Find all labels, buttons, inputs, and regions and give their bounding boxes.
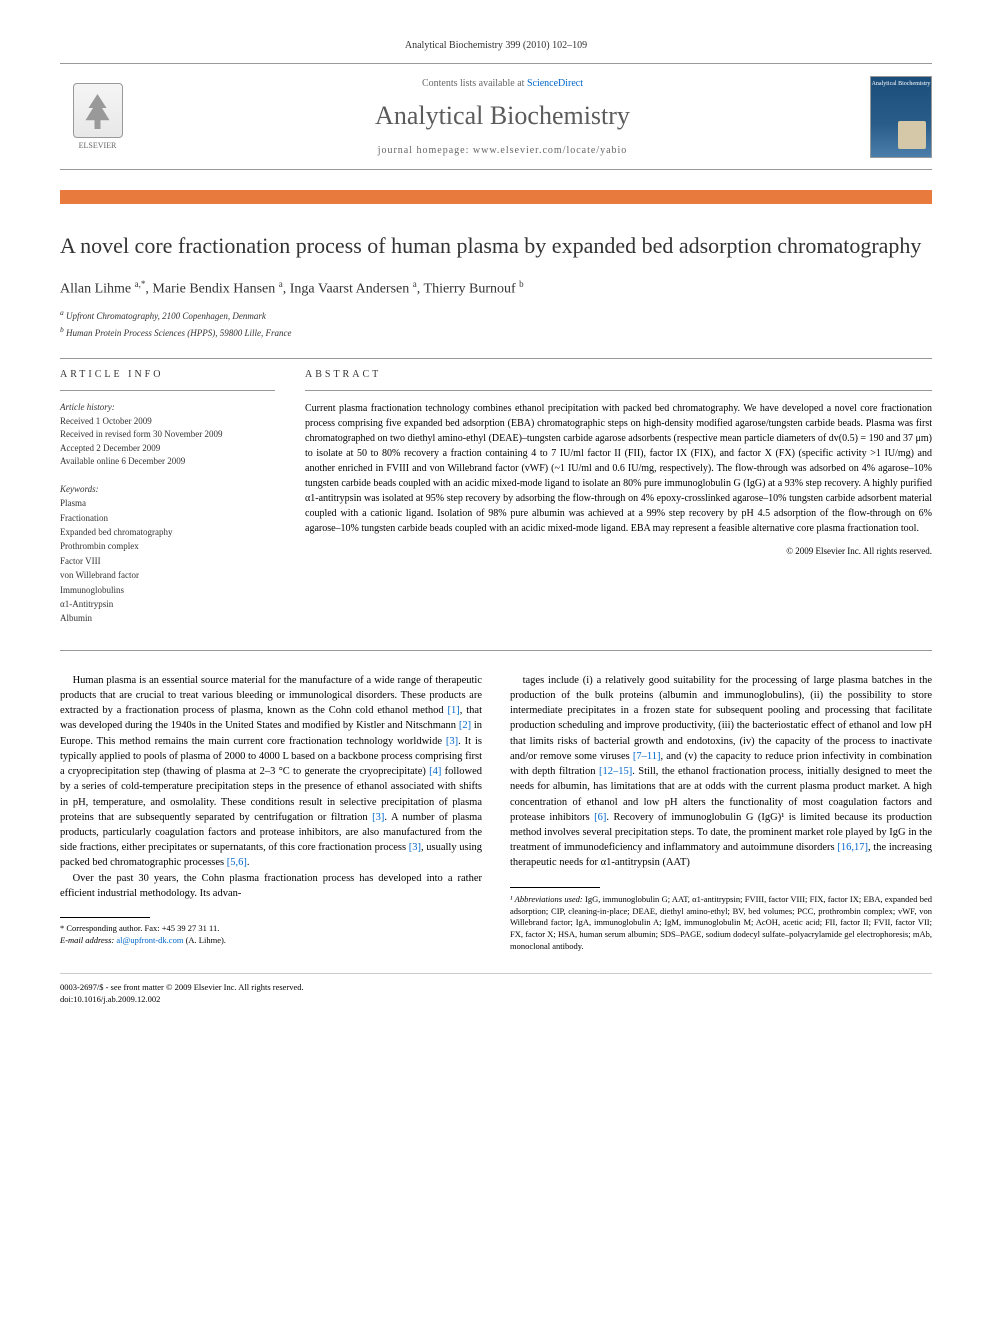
- journal-reference: Analytical Biochemistry 399 (2010) 102–1…: [60, 40, 932, 51]
- sciencedirect-link[interactable]: ScienceDirect: [527, 78, 583, 89]
- abstract-column: ABSTRACT Current plasma fractionation te…: [305, 369, 932, 640]
- abstract-heading: ABSTRACT: [305, 369, 932, 380]
- cover-title: Analytical Biochemistry: [871, 77, 931, 87]
- abbrev-label: ¹ Abbreviations used:: [510, 894, 583, 904]
- homepage-url[interactable]: www.elsevier.com/locate/yabio: [473, 145, 627, 156]
- body-column-left: Human plasma is an essential source mate…: [60, 673, 482, 953]
- abstract-text: Current plasma fractionation technology …: [305, 401, 932, 536]
- footnote-divider-left: [60, 917, 150, 918]
- email-link[interactable]: al@upfront-dk.com: [116, 935, 183, 945]
- body-p3: tages include (i) a relatively good suit…: [510, 673, 932, 871]
- divider-bottom: [60, 650, 932, 651]
- email-label: E-mail address:: [60, 935, 114, 945]
- issn-doi-block: 0003-2697/$ - see front matter © 2009 El…: [60, 982, 304, 1006]
- bottom-bar: 0003-2697/$ - see front matter © 2009 El…: [60, 973, 932, 1006]
- article-title: A novel core fractionation process of hu…: [60, 232, 932, 261]
- doi-line: doi:10.1016/j.ab.2009.12.002: [60, 994, 304, 1006]
- issn-line: 0003-2697/$ - see front matter © 2009 El…: [60, 982, 304, 994]
- email-author: (A. Lihme).: [186, 935, 226, 945]
- info-abstract-row: ARTICLE INFO Article history: Received 1…: [60, 369, 932, 640]
- elsevier-tree-icon: [73, 83, 123, 138]
- article-history: Article history: Received 1 October 2009…: [60, 401, 275, 469]
- footnote-divider-right: [510, 887, 600, 888]
- keywords-block: Keywords: PlasmaFractionationExpanded be…: [60, 483, 275, 626]
- divider-top: [60, 358, 932, 359]
- copyright-line: © 2009 Elsevier Inc. All rights reserved…: [305, 546, 932, 556]
- journal-name: Analytical Biochemistry: [135, 101, 870, 131]
- article-info-heading: ARTICLE INFO: [60, 369, 275, 380]
- body-columns: Human plasma is an essential source mate…: [60, 673, 932, 953]
- contents-text: Contents lists available at: [422, 78, 527, 89]
- header-center: Contents lists available at ScienceDirec…: [135, 78, 870, 156]
- body-p1: Human plasma is an essential source mate…: [60, 673, 482, 871]
- homepage-label: journal homepage:: [378, 145, 473, 156]
- info-divider: [60, 390, 275, 391]
- corresponding-author-footnote: * Corresponding author. Fax: +45 39 27 3…: [60, 923, 482, 947]
- history-label: Article history:: [60, 401, 275, 415]
- elsevier-label: ELSEVIER: [79, 141, 117, 150]
- journal-cover-thumbnail: Analytical Biochemistry: [870, 76, 932, 158]
- body-p2: Over the past 30 years, the Cohn plasma …: [60, 871, 482, 901]
- article-info-column: ARTICLE INFO Article history: Received 1…: [60, 369, 275, 640]
- elsevier-logo: ELSEVIER: [60, 74, 135, 159]
- affiliations: a Upfront Chromatography, 2100 Copenhage…: [60, 307, 932, 340]
- journal-header-box: ELSEVIER Contents lists available at Sci…: [60, 63, 932, 170]
- keywords-label: Keywords:: [60, 483, 275, 497]
- orange-divider-bar: [60, 190, 932, 204]
- body-column-right: tages include (i) a relatively good suit…: [510, 673, 932, 953]
- cover-image-icon: [898, 121, 926, 149]
- abbreviations-footnote: ¹ Abbreviations used: IgG, immunoglobuli…: [510, 894, 932, 953]
- contents-available-line: Contents lists available at ScienceDirec…: [135, 78, 870, 89]
- authors-line: Allan Lihme a,*, Marie Bendix Hansen a, …: [60, 279, 932, 298]
- corresponding-label: * Corresponding author. Fax: +45 39 27 3…: [60, 923, 219, 933]
- journal-homepage: journal homepage: www.elsevier.com/locat…: [135, 145, 870, 156]
- abstract-divider: [305, 390, 932, 391]
